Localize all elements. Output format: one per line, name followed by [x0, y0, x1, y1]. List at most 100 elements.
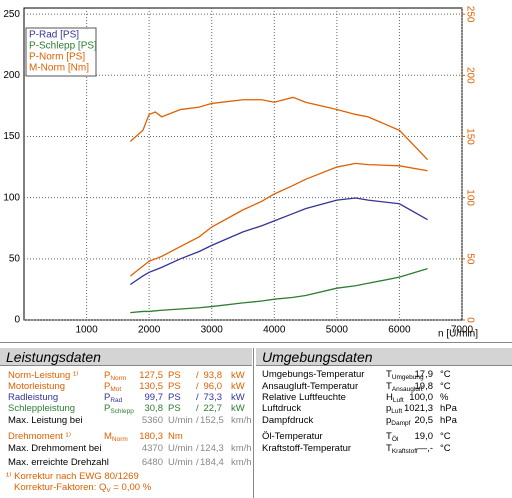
x-tick-label: 5000	[326, 325, 349, 336]
y-tick-label: 0	[14, 315, 20, 326]
separator: /	[196, 443, 199, 454]
row-label: Motorleistung	[8, 381, 66, 392]
separator	[0, 342, 512, 343]
unit: km/h	[231, 457, 252, 468]
value: 152,5	[200, 415, 224, 426]
panel-title: Umgebungsdaten	[256, 348, 512, 366]
row-label: Luftdruck	[262, 403, 302, 414]
symbol-part: p	[386, 415, 392, 426]
unit: °C	[440, 443, 451, 454]
symbol-part: T	[386, 381, 392, 392]
x-tick-label: 1000	[75, 325, 98, 336]
legend-entry: P-Schlepp [PS]	[29, 41, 97, 52]
x-tick-label: 6000	[388, 325, 411, 336]
unit: kW	[231, 370, 245, 381]
row-label: Relative Luftfeuchte	[262, 392, 346, 403]
symbol-part: Öl	[391, 436, 399, 443]
unit: U/min	[168, 415, 193, 426]
symbol-part: Kraftstoff	[391, 448, 418, 455]
series-line	[130, 197, 428, 286]
y-tick-label: 50	[9, 253, 21, 264]
legend-entry: M-Norm [Nm]	[29, 63, 89, 74]
symbol-part: Mot	[110, 386, 122, 393]
factor-part: V	[106, 487, 111, 494]
y-tick-label: 250	[3, 9, 20, 20]
value: —,-	[417, 443, 433, 454]
row-symbol: pLuft	[386, 403, 402, 417]
separator: /	[196, 403, 199, 414]
y2-tick-label: 150	[464, 128, 475, 145]
row-label: Umgebungs-Temperatur	[262, 369, 365, 380]
value: 1021,3	[403, 403, 433, 414]
symbol-part: T	[386, 431, 392, 442]
value: 22,7	[203, 403, 223, 414]
row-symbol: MNorm	[104, 431, 128, 445]
row-symbol: TAnsaugluft	[386, 381, 423, 395]
row-label: Kraftstoff-Temperatur	[262, 443, 352, 454]
row-label: Radleistung	[8, 392, 59, 403]
y2-tick-label: 250	[464, 6, 475, 23]
row-label: Drehmoment ¹⁾	[8, 431, 72, 442]
row-label: Max. Drehmoment bei	[8, 443, 102, 454]
symbol-part: Umgebung	[391, 374, 424, 381]
symbol-part: P	[104, 392, 111, 403]
value: 4370	[141, 443, 163, 454]
series-line	[130, 267, 428, 314]
row-symbol: PSchlepp	[104, 403, 134, 417]
unit: °C	[440, 381, 451, 392]
unit: °C	[440, 431, 451, 442]
row-label: Max. erreichte Drehzahl	[8, 457, 109, 468]
separator: /	[196, 457, 199, 468]
row-symbol: PRad	[104, 392, 122, 406]
row-symbol: TÖl	[386, 431, 398, 445]
row-symbol: PMot	[104, 381, 121, 395]
value: 124,3	[200, 443, 224, 454]
value: 19,0	[414, 431, 434, 442]
symbol-part: T	[386, 369, 392, 380]
tables: Leistungsdaten Umgebungsdaten Norm-Leist…	[0, 342, 512, 498]
factor-part: Korrektur-Faktoren: Q	[14, 482, 107, 493]
unit: kW	[231, 381, 245, 392]
value: 127,5	[139, 370, 163, 381]
separator: /	[196, 392, 199, 403]
value: 130,5	[139, 381, 163, 392]
unit: U/min	[168, 443, 193, 454]
unit: PS	[168, 392, 181, 403]
unit: Nm	[168, 431, 183, 442]
row-label: Dampfdruck	[262, 415, 314, 426]
y2-tick-label: 100	[464, 189, 475, 206]
value: 73,3	[203, 392, 223, 403]
panel-title: Leistungsdaten	[0, 348, 252, 366]
value: 20,5	[414, 415, 434, 426]
symbol-part: Dampf	[391, 420, 411, 427]
value: 184,4	[200, 457, 224, 468]
unit: PS	[168, 403, 181, 414]
unit: U/min	[168, 457, 193, 468]
row-symbol: HLuft	[386, 392, 404, 406]
legend-entry: P-Rad [PS]	[29, 30, 79, 41]
unit: hPa	[440, 415, 457, 426]
symbol-part: Schlepp	[110, 408, 134, 415]
legend-entry: P-Norm [PS]	[29, 52, 85, 63]
symbol-part: Norm	[111, 436, 128, 443]
unit: km/h	[231, 443, 252, 454]
unit: PS	[168, 370, 181, 381]
symbol-part: P	[104, 403, 111, 414]
y2-tick-label: 200	[464, 67, 475, 84]
legend-box	[25, 27, 97, 77]
separator: /	[196, 370, 199, 381]
row-symbol: pDampf	[386, 415, 410, 429]
value: 30,8	[144, 403, 164, 414]
value: 99,7	[144, 392, 164, 403]
symbol-part: Rad	[110, 397, 123, 404]
value: 93,8	[203, 370, 223, 381]
row-label: Schleppleistung	[8, 403, 76, 414]
y-tick-label: 200	[3, 70, 20, 81]
footnote: ¹⁾ Korrektur nach EWG 80/1269	[6, 471, 139, 482]
separator: /	[196, 415, 199, 426]
symbol-part: T	[386, 443, 392, 454]
x-axis-label: n [U/min]	[438, 329, 478, 340]
y2-tick-label: 50	[464, 253, 475, 265]
row-label: Ansaugluft-Temperatur	[262, 381, 359, 392]
